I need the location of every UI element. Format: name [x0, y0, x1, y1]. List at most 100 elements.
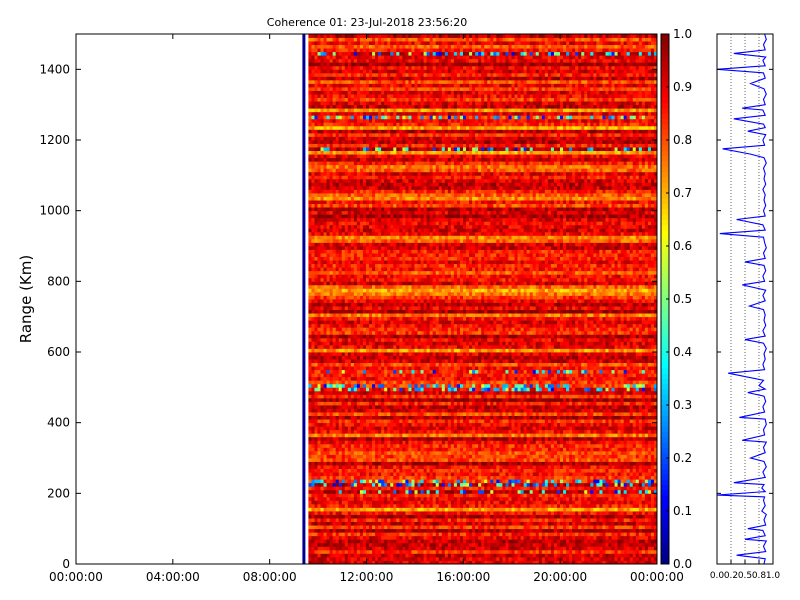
heatmap-cell	[411, 429, 415, 434]
heatmap-cell	[611, 443, 615, 448]
heatmap-cell	[347, 412, 352, 416]
heatmap-cell	[508, 433, 512, 438]
heatmap-cell	[538, 503, 543, 508]
heatmap-cell	[450, 514, 455, 519]
heatmap-cell	[511, 532, 515, 537]
heatmap-cell	[605, 525, 609, 530]
heatmap-cell	[487, 461, 491, 466]
heatmap-cell	[578, 426, 582, 431]
heatmap-cell	[320, 496, 324, 501]
heatmap-cell	[456, 461, 461, 466]
heatmap-cell	[620, 419, 625, 424]
heatmap-cell	[514, 450, 518, 455]
heatmap-cell	[508, 429, 512, 434]
heatmap-cell	[505, 528, 509, 533]
heatmap-cell	[632, 475, 637, 480]
heatmap-cell	[359, 500, 364, 505]
heatmap-cell	[393, 535, 397, 540]
heatmap-cell	[635, 500, 640, 505]
heatmap-cell	[547, 500, 552, 505]
heatmap-cell	[459, 521, 464, 526]
heatmap-cell	[493, 482, 497, 487]
heatmap-cell	[587, 447, 591, 452]
heatmap-cell	[547, 461, 552, 466]
heatmap-cell	[390, 521, 394, 526]
heatmap-cell	[463, 475, 467, 480]
heatmap-cell	[347, 521, 352, 526]
heatmap-cell	[341, 549, 346, 554]
heatmap-cell	[369, 475, 373, 480]
heatmap-cell	[538, 450, 543, 455]
heatmap-cell	[523, 539, 528, 544]
heatmap-cell	[466, 412, 470, 416]
heatmap-cell	[523, 560, 528, 565]
heatmap-cell	[493, 507, 497, 512]
heatmap-cell	[587, 422, 591, 427]
heatmap-cell	[341, 503, 346, 508]
heatmap-cell	[353, 556, 358, 561]
heatmap-cell	[429, 461, 434, 466]
heatmap-cell	[617, 443, 622, 448]
heatmap-cell	[508, 532, 512, 537]
heatmap-cell	[614, 546, 618, 551]
heatmap-cell	[502, 518, 506, 522]
heatmap-cell	[647, 461, 652, 466]
heatmap-cell	[411, 426, 415, 431]
heatmap-cell	[420, 507, 424, 512]
heatmap-cell	[572, 535, 576, 540]
heatmap-cell	[641, 454, 646, 459]
heatmap-cell	[517, 532, 521, 537]
heatmap-cell	[641, 426, 646, 431]
heatmap-cell	[578, 503, 582, 508]
heatmap-cell	[323, 556, 327, 561]
heatmap-cell	[653, 514, 658, 519]
heatmap-cell	[408, 450, 412, 455]
heatmap-cell	[317, 415, 321, 420]
heatmap-cell	[335, 542, 340, 547]
heatmap-cell	[381, 511, 385, 515]
heatmap-cell	[635, 461, 640, 466]
heatmap-cell	[523, 461, 528, 466]
heatmap-cell	[399, 542, 403, 547]
heatmap-cell	[511, 560, 515, 565]
heatmap-cell	[356, 468, 361, 473]
heatmap-cell	[541, 472, 546, 477]
heatmap-cell	[447, 458, 452, 462]
heatmap-cell	[650, 419, 655, 424]
heatmap-cell	[426, 528, 431, 533]
heatmap-cell	[560, 472, 564, 477]
heatmap-cell	[647, 436, 652, 441]
heatmap-cell	[626, 479, 631, 484]
heatmap-cell	[393, 472, 397, 477]
heatmap-cell	[578, 479, 582, 484]
heatmap-cell	[514, 465, 518, 469]
heatmap-cell	[411, 535, 415, 540]
heatmap-cell	[547, 560, 552, 565]
heatmap-cell	[396, 454, 400, 459]
heatmap-cell	[584, 507, 588, 512]
heatmap-cell	[447, 429, 452, 434]
heatmap-cell	[438, 549, 443, 554]
heatmap-cell	[435, 518, 440, 522]
heatmap-cell	[441, 486, 446, 491]
heatmap-cell	[493, 472, 497, 477]
heatmap-cell	[523, 450, 528, 455]
heatmap-cell	[311, 493, 315, 498]
heatmap-cell	[393, 422, 397, 427]
heatmap-cell	[362, 539, 367, 544]
heatmap-cell	[647, 443, 652, 448]
heatmap-cell	[317, 475, 321, 480]
heatmap-cell	[629, 426, 634, 431]
heatmap-cell	[323, 549, 327, 554]
heatmap-cell	[317, 408, 321, 413]
heatmap-cell	[441, 426, 446, 431]
heatmap-cell	[341, 412, 346, 416]
heatmap-cell	[384, 482, 388, 487]
heatmap-cell	[420, 472, 424, 477]
heatmap-cell	[632, 422, 637, 427]
heatmap-cell	[620, 514, 625, 519]
heatmap-cell	[481, 560, 485, 565]
heatmap-cell	[369, 479, 373, 484]
heatmap-cell	[456, 433, 461, 438]
heatmap-cell	[556, 443, 561, 448]
